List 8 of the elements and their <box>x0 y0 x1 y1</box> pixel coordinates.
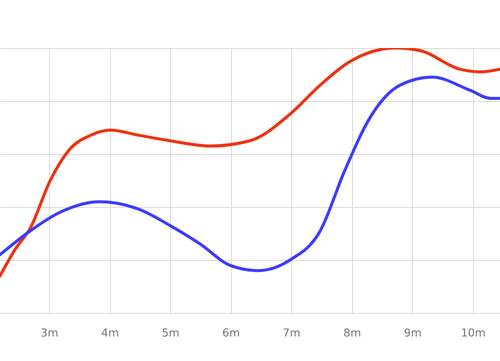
x-tick-label: 9m <box>404 326 422 340</box>
x-tick-label: 4m <box>101 326 119 340</box>
x-tick-label: 7m <box>282 326 301 340</box>
x-tick-label: 6m <box>222 326 240 340</box>
x-tick-label: 10m <box>460 326 486 340</box>
x-tick-label: 8m <box>343 326 362 340</box>
x-tick-label: 3m <box>40 326 58 340</box>
x-tick-label: 5m <box>162 326 180 340</box>
